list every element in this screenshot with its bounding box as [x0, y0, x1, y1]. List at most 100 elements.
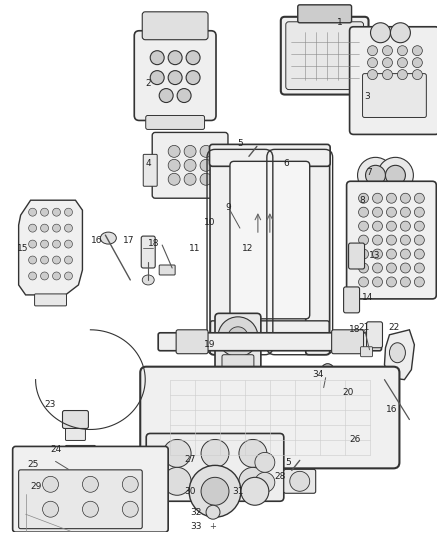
Ellipse shape: [245, 195, 265, 215]
Ellipse shape: [414, 249, 424, 259]
FancyBboxPatch shape: [134, 31, 216, 120]
Text: 12: 12: [242, 244, 254, 253]
Ellipse shape: [218, 317, 258, 357]
Ellipse shape: [386, 207, 396, 217]
FancyBboxPatch shape: [210, 149, 234, 355]
Ellipse shape: [414, 277, 424, 287]
FancyBboxPatch shape: [63, 410, 88, 429]
FancyBboxPatch shape: [143, 155, 157, 186]
Ellipse shape: [400, 277, 410, 287]
Ellipse shape: [248, 148, 258, 155]
Text: 23: 23: [45, 400, 56, 409]
Ellipse shape: [168, 51, 182, 64]
Ellipse shape: [228, 327, 248, 347]
Ellipse shape: [372, 235, 382, 245]
Ellipse shape: [186, 51, 200, 64]
Text: 17: 17: [123, 236, 134, 245]
Ellipse shape: [414, 263, 424, 273]
Ellipse shape: [382, 70, 392, 79]
Ellipse shape: [100, 232, 117, 244]
Text: 8: 8: [360, 196, 365, 205]
Text: 29: 29: [30, 482, 41, 491]
Ellipse shape: [159, 88, 173, 102]
Ellipse shape: [359, 235, 368, 245]
Text: 14: 14: [362, 293, 373, 302]
Ellipse shape: [41, 272, 49, 280]
Ellipse shape: [52, 457, 64, 467]
Ellipse shape: [372, 249, 382, 259]
Ellipse shape: [414, 235, 424, 245]
Ellipse shape: [359, 263, 368, 273]
Ellipse shape: [386, 277, 396, 287]
Ellipse shape: [82, 477, 99, 492]
Ellipse shape: [200, 173, 212, 185]
Ellipse shape: [42, 477, 59, 492]
FancyBboxPatch shape: [349, 243, 364, 269]
Ellipse shape: [168, 71, 182, 85]
Ellipse shape: [150, 71, 164, 85]
Ellipse shape: [28, 208, 37, 216]
Ellipse shape: [53, 272, 60, 280]
FancyBboxPatch shape: [35, 294, 67, 306]
Ellipse shape: [64, 272, 72, 280]
FancyBboxPatch shape: [332, 330, 364, 354]
FancyBboxPatch shape: [298, 5, 352, 23]
Ellipse shape: [41, 224, 49, 232]
Text: 1: 1: [337, 18, 343, 27]
Text: 6: 6: [283, 159, 289, 168]
Ellipse shape: [189, 465, 241, 517]
FancyBboxPatch shape: [367, 322, 382, 348]
Text: 3: 3: [365, 92, 371, 101]
Ellipse shape: [372, 221, 382, 231]
Text: 15: 15: [17, 244, 28, 253]
Ellipse shape: [414, 221, 424, 231]
Polygon shape: [19, 200, 82, 295]
Text: 10: 10: [204, 217, 216, 227]
FancyBboxPatch shape: [346, 181, 436, 299]
Ellipse shape: [382, 46, 392, 55]
Ellipse shape: [372, 207, 382, 217]
Ellipse shape: [64, 256, 72, 264]
Ellipse shape: [367, 46, 378, 55]
Ellipse shape: [200, 146, 212, 157]
Text: 7: 7: [367, 168, 372, 177]
Ellipse shape: [371, 23, 390, 43]
FancyBboxPatch shape: [230, 161, 310, 319]
FancyBboxPatch shape: [19, 470, 142, 529]
Ellipse shape: [163, 467, 191, 495]
Ellipse shape: [250, 200, 260, 210]
Ellipse shape: [400, 263, 410, 273]
Ellipse shape: [386, 249, 396, 259]
Ellipse shape: [241, 478, 269, 505]
Ellipse shape: [414, 207, 424, 217]
Ellipse shape: [239, 467, 267, 495]
Ellipse shape: [64, 224, 72, 232]
Ellipse shape: [413, 46, 422, 55]
Ellipse shape: [413, 70, 422, 79]
Ellipse shape: [386, 193, 396, 203]
Text: 19: 19: [204, 340, 216, 349]
FancyBboxPatch shape: [286, 22, 364, 90]
Ellipse shape: [359, 193, 368, 203]
Ellipse shape: [255, 472, 275, 492]
Ellipse shape: [372, 277, 382, 287]
Ellipse shape: [82, 501, 99, 517]
FancyBboxPatch shape: [284, 470, 316, 493]
Ellipse shape: [359, 249, 368, 259]
FancyBboxPatch shape: [66, 446, 95, 457]
Ellipse shape: [386, 221, 396, 231]
Ellipse shape: [177, 88, 191, 102]
Text: 18: 18: [148, 239, 159, 247]
Ellipse shape: [385, 165, 406, 185]
Ellipse shape: [414, 193, 424, 203]
Ellipse shape: [389, 343, 406, 362]
Text: 16: 16: [91, 236, 102, 245]
Ellipse shape: [357, 157, 393, 193]
Text: 2: 2: [145, 79, 151, 88]
Ellipse shape: [201, 467, 229, 495]
Ellipse shape: [41, 240, 49, 248]
Ellipse shape: [397, 58, 407, 68]
Ellipse shape: [201, 439, 229, 467]
Ellipse shape: [359, 277, 368, 287]
FancyBboxPatch shape: [13, 447, 168, 532]
